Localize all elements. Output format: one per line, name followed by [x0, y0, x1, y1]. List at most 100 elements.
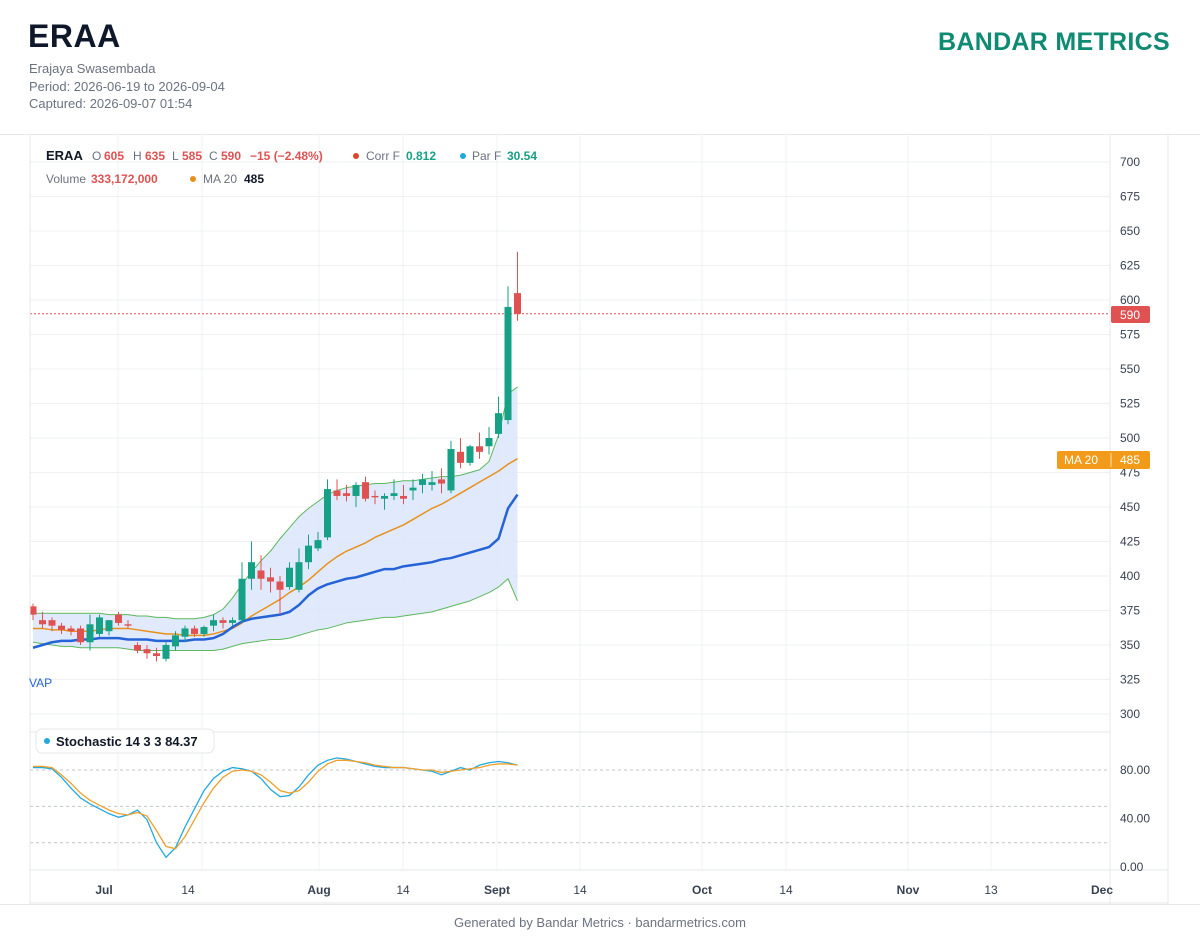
legend-close-label: C [209, 149, 218, 163]
candle-body [219, 620, 227, 623]
candle-body [267, 577, 274, 582]
candle-body [438, 479, 445, 484]
grid-lines [30, 134, 1110, 870]
candle-body [333, 490, 341, 496]
legend-ma-label: MA 20 [203, 172, 237, 186]
y-tick-label: 375 [1120, 604, 1140, 618]
x-tick-label: 14 [181, 883, 195, 897]
stoch-d-line [33, 759, 518, 850]
y-tick-label: 525 [1120, 397, 1140, 411]
stochastic-label: Stochastic 14 3 3 84.37 [56, 734, 198, 749]
legend-change: −15 (−2.48%) [250, 149, 323, 163]
legend-close-value: 590 [221, 149, 241, 163]
candle-body [381, 495, 388, 499]
last-price-badge-text: 590 [1120, 308, 1140, 322]
candle-body [210, 620, 217, 626]
x-tick-label: Dec [1091, 883, 1113, 897]
x-tick-label: Aug [307, 883, 330, 897]
candle-body [77, 628, 84, 643]
y-tick-label: 300 [1120, 707, 1140, 721]
chart-area: 300 325 350 375 400 425 450 475 500 525 550 575 600 6… [0, 134, 1200, 904]
candle-body [504, 306, 512, 421]
legend-symbol: ERAA [46, 148, 83, 163]
ticker-title: ERAA [28, 18, 121, 54]
candle-body [305, 545, 312, 563]
x-tick-label: Jul [95, 883, 112, 897]
price-chart[interactable]: 3003253503754004254504755005255505756006… [0, 134, 1200, 904]
candle-body [96, 617, 103, 634]
candle-body [172, 635, 179, 647]
y-tick-label: 450 [1120, 500, 1140, 514]
legend-high-value: 635 [145, 149, 165, 163]
ma-dot-icon [190, 176, 196, 182]
candle-body [257, 570, 265, 579]
par-dot-icon [460, 153, 466, 159]
candle-body [276, 581, 284, 590]
candle-body [200, 627, 208, 634]
candle-body [153, 653, 160, 657]
candle-body [495, 413, 502, 434]
legend-corr-value: 0.812 [406, 149, 436, 163]
stoch-tick-label: 80.00 [1120, 763, 1150, 777]
candle-body [295, 562, 303, 590]
candle-body [466, 446, 474, 463]
stoch-tick-label: 40.00 [1120, 812, 1150, 826]
legend-par-value: 30.54 [507, 149, 537, 163]
y-tick-label: 350 [1120, 638, 1140, 652]
ma-badge-label: MA 20 [1064, 453, 1098, 467]
y-tick-label: 575 [1120, 328, 1140, 342]
candle-body [286, 567, 293, 588]
footer: Generated by Bandar Metrics · bandarmetr… [0, 904, 1200, 942]
candle-body [390, 493, 398, 496]
candle-body [162, 645, 170, 659]
y-tick-label: 650 [1120, 224, 1140, 238]
candle-body [105, 620, 113, 632]
legend-open-label: O [92, 149, 101, 163]
candle-body [181, 628, 189, 637]
x-tick-label: 13 [984, 883, 998, 897]
candle-body [248, 562, 255, 579]
vwap-line [32, 493, 519, 649]
axes: 3003253503754004254504755005255505756006… [29, 134, 1169, 904]
brand-logo: BANDAR METRICS [938, 28, 1170, 56]
candle-body [29, 606, 37, 615]
candle-body [362, 482, 369, 499]
legend-corr-label: Corr F [366, 149, 400, 163]
report-header: ERAA Erajaya Swasembada Period: 2026-06-… [0, 0, 1200, 135]
x-tick-label: 14 [779, 883, 793, 897]
stochastic-dot-icon [44, 738, 50, 744]
candle-body [485, 438, 493, 447]
candle-body [447, 449, 455, 491]
x-tick-label: Sept [484, 883, 510, 897]
y-tick-label: 325 [1120, 673, 1140, 687]
candle-body [115, 614, 122, 623]
candle-body [419, 479, 426, 485]
company-name: Erajaya Swasembada [29, 61, 156, 76]
legend-low-label: L [172, 149, 179, 163]
candle-body [371, 495, 379, 498]
legend-volume-value: 333,172,000 [91, 172, 158, 186]
y-tick-label: 550 [1120, 362, 1140, 376]
corr-dot-icon [353, 153, 359, 159]
candle-body [428, 482, 436, 485]
legend-high-label: H [133, 149, 142, 163]
ma20-line [33, 458, 518, 637]
x-tick-label: 14 [396, 883, 410, 897]
vwap-label: VAP [29, 676, 52, 690]
candles [29, 251, 521, 662]
candle-body [476, 446, 483, 452]
ma-badge [1057, 451, 1150, 469]
band-fill [33, 386, 518, 651]
captured-timestamp: Captured: 2026-09-07 01:54 [29, 96, 193, 111]
stoch-k-line [33, 757, 518, 859]
legend-par-label: Par F [472, 149, 501, 163]
candle-body [409, 487, 417, 491]
candle-body [67, 628, 75, 632]
candle-body [400, 495, 407, 499]
x-tick-label: Nov [897, 883, 920, 897]
x-tick-label: 14 [573, 883, 587, 897]
legend-low-value: 585 [182, 149, 202, 163]
stochastic-panel [33, 757, 518, 859]
y-tick-label: 500 [1120, 431, 1140, 445]
x-tick-label: Oct [692, 883, 712, 897]
